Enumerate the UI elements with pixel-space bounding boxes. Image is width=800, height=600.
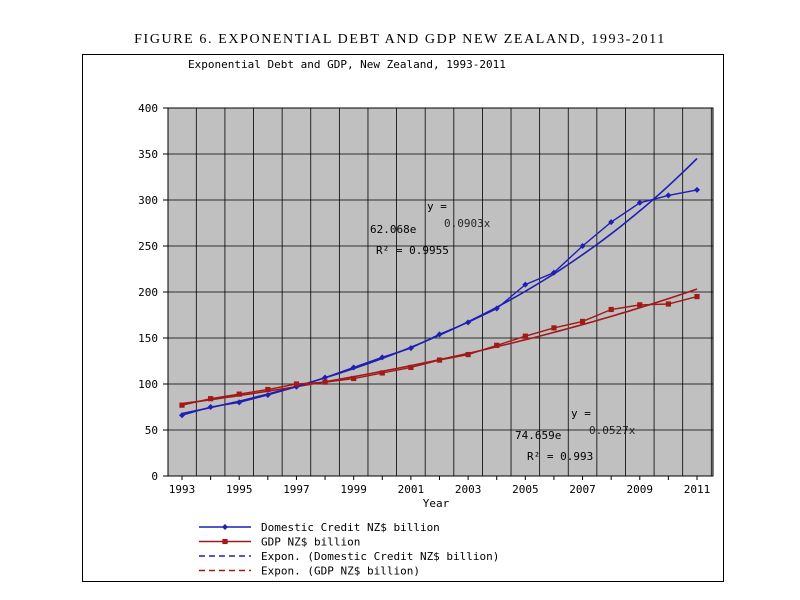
y-tick-label-50: 50 (145, 424, 158, 437)
chart-svg: Exponential Debt and GDP, New Zealand, 1… (138, 58, 714, 581)
trend-r2-1: R² = 0.993 (527, 450, 593, 463)
data-point (322, 374, 329, 381)
data-point (436, 331, 443, 338)
x-tick-label-2009: 2009 (627, 483, 654, 496)
legend-label-1: GDP NZ$ billion (261, 536, 360, 549)
data-point (608, 219, 615, 226)
trend-eq-line1-1: y = (571, 407, 591, 420)
data-point (293, 381, 300, 387)
data-point (207, 404, 214, 410)
y-tick-label-0: 0 (151, 470, 158, 483)
x-axis-title: Year (423, 497, 450, 510)
data-point (636, 199, 643, 206)
y-tick-label-100: 100 (138, 378, 158, 391)
data-point (350, 364, 357, 371)
legend-marker-1 (222, 538, 228, 545)
data-point (351, 375, 357, 382)
x-tick-label-2001: 2001 (398, 483, 425, 496)
y-tick-label-400: 400 (138, 102, 158, 115)
chart-title: Exponential Debt and GDP, New Zealand, 1… (188, 58, 506, 71)
data-point (465, 351, 471, 358)
data-point (179, 412, 185, 419)
data-point (208, 396, 214, 402)
trend-eq-line2-0: 62.068e (370, 223, 416, 236)
x-tick-label-1995: 1995 (226, 483, 253, 496)
data-point (579, 318, 586, 325)
data-point (379, 370, 385, 376)
trend-eq-line2-1: 74.659e (515, 429, 561, 442)
data-point (637, 302, 643, 308)
data-point (322, 379, 328, 385)
trend-eq-exponent-0: 0.0903x (444, 217, 491, 230)
x-tick-label-2005: 2005 (512, 483, 539, 496)
y-tick-label-350: 350 (138, 148, 158, 161)
legend-marker-0 (222, 524, 228, 530)
data-point (579, 243, 586, 249)
trend-eq-exponent-1: 0.0527x (589, 424, 636, 437)
legend-label-2: Expon. (Domestic Credit NZ$ billion) (261, 550, 499, 563)
data-point (665, 301, 671, 307)
data-point (465, 319, 472, 326)
figure-title: FIGURE 6. EXPONENTIAL DEBT AND GDP NEW Z… (134, 32, 666, 47)
x-tick-label-1997: 1997 (283, 483, 310, 496)
trend-eq-line1-0: y = (427, 200, 447, 213)
y-tick-label-150: 150 (138, 332, 158, 345)
data-point (550, 269, 557, 276)
data-point (265, 386, 271, 393)
data-point (522, 333, 528, 339)
data-point (236, 391, 242, 397)
trend-r2-0: R² = 0.9955 (376, 244, 449, 257)
x-tick-label-2011: 2011 (684, 483, 711, 496)
legend-label-3: Expon. (GDP NZ$ billion) (261, 565, 420, 578)
data-point (179, 402, 185, 408)
data-point (694, 186, 700, 193)
data-point (694, 294, 700, 300)
y-tick-label-300: 300 (138, 194, 158, 207)
legend-label-0: Domestic Credit NZ$ billion (261, 521, 440, 534)
y-tick-label-250: 250 (138, 240, 158, 253)
chart-frame: Exponential Debt and GDP, New Zealand, 1… (82, 54, 724, 582)
data-point (665, 192, 672, 199)
data-point (264, 392, 271, 399)
data-point (493, 305, 500, 312)
y-tick-label-200: 200 (138, 286, 158, 299)
x-tick-label-2007: 2007 (569, 483, 596, 496)
x-tick-label-2003: 2003 (455, 483, 482, 496)
data-point (522, 281, 529, 288)
data-point (236, 399, 243, 406)
data-point (494, 342, 500, 348)
data-point (407, 345, 414, 352)
data-point (408, 364, 414, 371)
x-tick-label-1999: 1999 (340, 483, 367, 496)
data-point (551, 325, 557, 331)
data-point (379, 354, 386, 361)
data-point (608, 306, 614, 313)
data-point (436, 357, 443, 363)
x-tick-label-1993: 1993 (169, 483, 196, 496)
